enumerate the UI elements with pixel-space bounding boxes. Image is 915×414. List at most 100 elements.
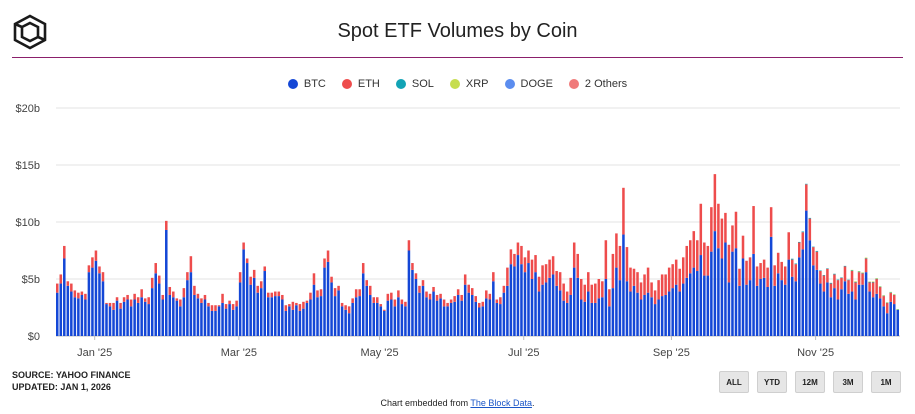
bar-segment-btc[interactable] xyxy=(548,277,551,336)
bar-segment-btc[interactable] xyxy=(221,302,224,336)
bar-segment-eth[interactable] xyxy=(210,305,214,311)
bar-segment-eth[interactable] xyxy=(710,207,713,252)
bar-segment-btc[interactable] xyxy=(238,282,242,336)
bar-segment-sol[interactable] xyxy=(868,281,871,283)
bar-segment-btc[interactable] xyxy=(365,285,368,336)
bar-segment-btc[interactable] xyxy=(344,309,347,336)
bar-segment-btc[interactable] xyxy=(801,249,805,336)
bar-segment-eth[interactable] xyxy=(692,231,696,268)
bar-segment-eth[interactable] xyxy=(203,294,207,300)
bar-segment-btc[interactable] xyxy=(537,291,541,336)
bar-segment-btc[interactable] xyxy=(783,284,787,336)
the-block-logo-icon[interactable] xyxy=(12,14,48,50)
bar-segment-sol[interactable] xyxy=(833,273,836,275)
bar-segment-eth[interactable] xyxy=(259,281,263,289)
bar-segment-eth[interactable] xyxy=(808,218,812,241)
bar-segment-btc[interactable] xyxy=(259,288,263,336)
bar-segment-btc[interactable] xyxy=(523,272,527,336)
bar-segment-btc[interactable] xyxy=(664,294,667,336)
bar-segment-eth[interactable] xyxy=(671,264,674,289)
bar-segment-eth[interactable] xyxy=(207,302,210,307)
bar-segment-btc[interactable] xyxy=(295,305,298,336)
bar-segment-btc[interactable] xyxy=(615,267,618,336)
bar-segment-eth[interactable] xyxy=(579,279,583,300)
bar-segment-eth[interactable] xyxy=(274,291,277,297)
bar-segment-sol[interactable] xyxy=(843,265,847,267)
bar-segment-eth[interactable] xyxy=(358,289,361,297)
bar-segment-btc[interactable] xyxy=(646,292,650,336)
bar-segment-sol[interactable] xyxy=(892,294,896,296)
bar-segment-eth[interactable] xyxy=(576,253,579,278)
bar-segment-eth[interactable] xyxy=(618,245,622,281)
bar-segment-sol[interactable] xyxy=(864,258,868,259)
bar-segment-sol[interactable] xyxy=(794,263,798,265)
bar-segment-btc[interactable] xyxy=(798,257,801,336)
bar-segment-btc[interactable] xyxy=(249,284,252,336)
bar-segment-btc[interactable] xyxy=(864,272,868,336)
bar-segment-btc[interactable] xyxy=(650,297,653,336)
bar-segment-btc[interactable] xyxy=(850,291,854,336)
bar-segment-btc[interactable] xyxy=(376,302,379,336)
bar-segment-btc[interactable] xyxy=(446,306,449,336)
bar-segment-btc[interactable] xyxy=(302,308,305,336)
bar-segment-eth[interactable] xyxy=(414,273,418,279)
bar-segment-eth[interactable] xyxy=(615,233,618,268)
bar-segment-btc[interactable] xyxy=(812,265,815,336)
legend-item-eth[interactable]: ETH xyxy=(341,78,380,90)
bar-segment-btc[interactable] xyxy=(383,310,386,336)
bar-segment-eth[interactable] xyxy=(368,285,372,295)
bar-segment-btc[interactable] xyxy=(815,269,819,336)
bar-segment-eth[interactable] xyxy=(347,306,351,314)
bar-segment-eth[interactable] xyxy=(400,299,404,305)
bar-segment-btc[interactable] xyxy=(63,258,66,336)
bar-segment-eth[interactable] xyxy=(428,293,432,300)
bar-segment-btc[interactable] xyxy=(460,300,463,336)
bar-segment-xrp[interactable] xyxy=(871,281,875,283)
bar-segment-eth[interactable] xyxy=(773,265,776,286)
bar-segment-eth[interactable] xyxy=(267,292,270,298)
bar-segment-btc[interactable] xyxy=(731,251,734,336)
bar-segment-btc[interactable] xyxy=(583,301,587,336)
bar-segment-sol[interactable] xyxy=(847,279,850,281)
bar-segment-btc[interactable] xyxy=(263,271,266,336)
bar-segment-btc[interactable] xyxy=(674,284,678,336)
bar-segment-eth[interactable] xyxy=(481,301,485,307)
bar-segment-btc[interactable] xyxy=(157,283,161,336)
bar-segment-btc[interactable] xyxy=(727,282,731,336)
bar-segment-btc[interactable] xyxy=(386,300,390,336)
bar-segment-btc[interactable] xyxy=(354,297,358,336)
bar-segment-btc[interactable] xyxy=(576,277,579,336)
bar-segment-eth[interactable] xyxy=(776,252,780,274)
bar-segment-xrp[interactable] xyxy=(850,269,854,271)
bar-segment-btc[interactable] xyxy=(717,248,720,336)
legend-item-sol[interactable]: SOL xyxy=(395,78,434,90)
bar-segment-xrp[interactable] xyxy=(861,272,864,273)
bar-segment-eth[interactable] xyxy=(812,247,815,266)
bar-segment-btc[interactable] xyxy=(70,291,73,336)
bar-segment-eth[interactable] xyxy=(601,281,604,298)
bar-segment-eth[interactable] xyxy=(720,218,724,259)
bar-segment-eth[interactable] xyxy=(228,300,231,305)
bar-segment-eth[interactable] xyxy=(798,242,801,258)
bar-segment-btc[interactable] xyxy=(393,306,397,336)
bar-segment-btc[interactable] xyxy=(696,271,699,336)
bar-segment-eth[interactable] xyxy=(319,289,323,297)
bar-segment-eth[interactable] xyxy=(407,240,411,251)
bar-segment-btc[interactable] xyxy=(601,297,604,336)
bar-segment-btc[interactable] xyxy=(805,210,808,336)
bar-segment-eth[interactable] xyxy=(263,266,266,272)
bar-segment-eth[interactable] xyxy=(871,282,875,298)
legend-item-btc[interactable]: BTC xyxy=(287,78,326,90)
bar-segment-btc[interactable] xyxy=(776,273,780,336)
bar-segment-eth[interactable] xyxy=(442,299,446,307)
bar-segment-eth[interactable] xyxy=(316,290,319,298)
bar-segment-eth[interactable] xyxy=(826,268,829,283)
bar-segment-btc[interactable] xyxy=(175,300,179,336)
bar-segment-eth[interactable] xyxy=(509,249,513,265)
bar-segment-btc[interactable] xyxy=(541,284,544,336)
bar-segment-btc[interactable] xyxy=(337,290,340,336)
bar-segment-eth[interactable] xyxy=(632,268,636,286)
bar-segment-btc[interactable] xyxy=(671,288,674,336)
bar-segment-btc[interactable] xyxy=(495,302,499,336)
bar-segment-btc[interactable] xyxy=(629,291,632,336)
